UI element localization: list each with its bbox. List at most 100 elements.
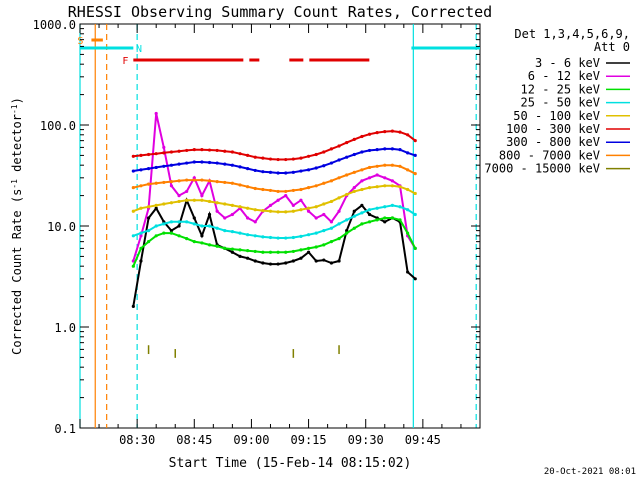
series-point — [291, 170, 295, 174]
series-point — [329, 161, 334, 165]
series-point — [284, 171, 288, 175]
x-tick-label: 08:30 — [119, 433, 155, 447]
series-point — [131, 185, 135, 190]
state-bar-label: N — [136, 44, 142, 55]
series-point — [238, 254, 242, 259]
series-point — [306, 168, 311, 172]
series-point — [139, 184, 143, 188]
series-point — [169, 150, 174, 154]
series-point — [200, 178, 204, 182]
series-point — [322, 212, 326, 217]
x-tick-label: 09:00 — [233, 433, 269, 447]
series-point — [352, 209, 356, 213]
series-point — [185, 237, 189, 241]
series-point — [139, 168, 143, 172]
series-point — [329, 240, 334, 244]
series-point — [207, 243, 212, 247]
legend-label: 7000 - 15000 keV — [484, 162, 600, 176]
series-point — [238, 248, 242, 252]
series-point — [352, 226, 356, 230]
series-point — [253, 220, 257, 224]
series-point — [367, 132, 372, 136]
series-point — [261, 235, 265, 239]
legend-header-detectors: Det 1,3,4,5,6,9, — [514, 27, 630, 41]
chart-title: RHESSI Observing Summary Count Rates, Co… — [68, 3, 492, 21]
series-point — [177, 149, 181, 153]
series-point — [360, 134, 364, 139]
series-point — [230, 163, 234, 167]
series-point — [306, 209, 311, 213]
series-point — [230, 230, 234, 234]
series-point — [261, 261, 265, 265]
series-point — [268, 250, 273, 254]
instrument-state-bars: S NF — [77, 36, 480, 67]
series-point — [345, 155, 349, 159]
series-point — [322, 258, 326, 262]
series-point — [352, 137, 356, 142]
series-point — [154, 224, 158, 228]
series-point — [314, 231, 318, 235]
series-point — [406, 151, 410, 155]
series-point — [253, 234, 257, 238]
series-point — [367, 185, 372, 190]
series-point — [284, 189, 288, 194]
series-point — [337, 196, 341, 200]
series-point — [215, 180, 219, 184]
x-axis: 08:30 08:45 09:00 09:15 09:30 09:45 — [79, 24, 481, 447]
series-point — [367, 176, 372, 180]
series-point — [192, 240, 196, 244]
series-point — [306, 185, 311, 190]
series-point — [352, 152, 356, 157]
series-point — [192, 176, 196, 180]
series-point — [375, 148, 379, 152]
series-point — [230, 181, 234, 185]
series-point — [367, 165, 372, 170]
series-point — [352, 214, 356, 218]
series-layer — [131, 111, 417, 358]
series-point — [284, 210, 288, 214]
series-point — [306, 233, 311, 237]
series-point — [322, 150, 326, 154]
series-point — [268, 203, 273, 207]
series-point — [329, 199, 334, 204]
series-point — [314, 245, 318, 249]
series-point — [398, 148, 402, 152]
series-point — [375, 218, 379, 222]
series-point — [276, 157, 280, 162]
series-point — [146, 167, 151, 171]
series-point — [268, 262, 273, 266]
series-point — [185, 198, 189, 202]
series-point — [200, 148, 204, 152]
series-point — [154, 165, 158, 170]
series-point — [253, 168, 257, 173]
series-point — [162, 202, 166, 206]
series-point — [139, 153, 143, 158]
series-point — [146, 216, 151, 220]
series-point — [162, 231, 166, 235]
series-point — [177, 234, 181, 238]
series-point — [276, 262, 280, 266]
series-point — [390, 147, 394, 151]
series-point — [375, 206, 379, 210]
series-point — [192, 148, 196, 152]
series-point — [185, 148, 189, 153]
series-point — [345, 173, 349, 177]
series-point — [223, 180, 227, 185]
series-point — [192, 178, 196, 182]
series-point — [406, 133, 410, 137]
series-point — [139, 259, 143, 263]
series-point — [329, 220, 334, 224]
series-point — [383, 147, 387, 151]
series-point — [276, 236, 280, 240]
series-point — [352, 185, 356, 190]
series-point — [329, 261, 334, 265]
series-point — [146, 240, 151, 244]
series-point — [406, 168, 410, 172]
series-point — [185, 220, 189, 224]
series-point — [383, 163, 387, 167]
series-point — [375, 131, 379, 135]
series-point — [230, 150, 234, 154]
legend-label: 300 - 800 keV — [506, 135, 600, 149]
series-point — [177, 193, 181, 198]
series-point — [192, 198, 196, 202]
